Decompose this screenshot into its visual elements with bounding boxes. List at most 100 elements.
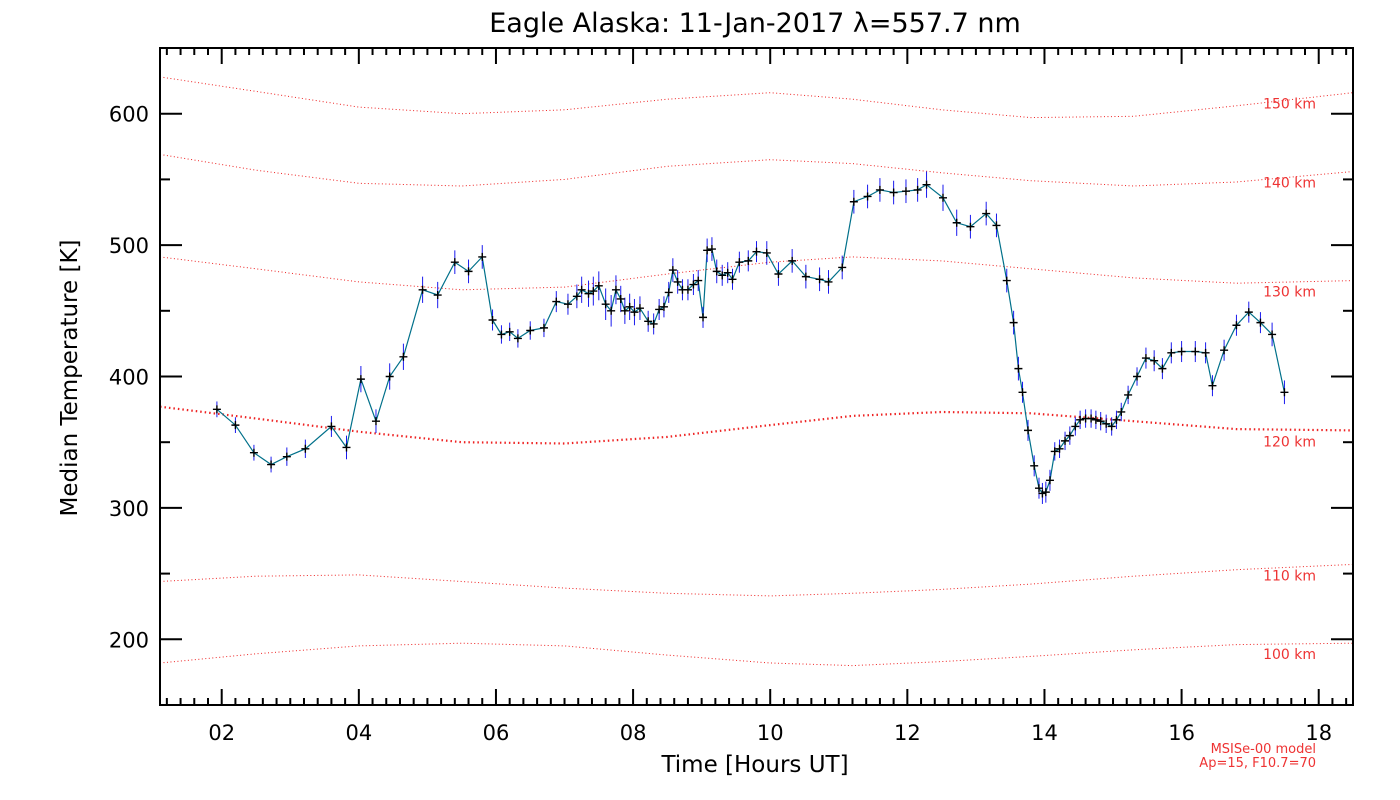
data-point [913, 185, 922, 194]
data-point [282, 452, 291, 461]
data-point [371, 417, 380, 426]
data-point [478, 252, 487, 261]
data-point [815, 275, 824, 284]
model-line-0 [159, 76, 1354, 119]
model-line-3 [159, 405, 1354, 445]
y-tick-label: 600 [109, 103, 149, 127]
data-point [689, 280, 698, 289]
data-point [356, 375, 365, 384]
data-point [327, 422, 336, 431]
data-point [774, 270, 783, 279]
data-point [1061, 436, 1070, 445]
data-point [1091, 415, 1100, 424]
model-line-2 [159, 256, 1354, 291]
data-point [464, 267, 473, 276]
data-point [1102, 419, 1111, 428]
data-point [712, 267, 721, 276]
data-point [922, 180, 931, 189]
data-point [1124, 390, 1133, 399]
data-point [601, 300, 610, 309]
data-point [1076, 415, 1085, 424]
data-point [824, 277, 833, 286]
data-point [644, 317, 653, 326]
data-point [762, 248, 771, 257]
axis-ticks: 02 04 06 08 10 12 14 16 18 200 300 400 500 600 [109, 47, 1353, 745]
plot-frame [159, 47, 1354, 706]
x-tick-label: 14 [1031, 721, 1058, 745]
x-tick-label: 02 [208, 721, 235, 745]
data-point [1014, 364, 1023, 373]
y-tick-label: 300 [109, 497, 149, 521]
data-point [723, 268, 732, 277]
data-point [385, 372, 394, 381]
data-point [1009, 318, 1018, 327]
model-line-1 [159, 153, 1354, 187]
series-line [216, 183, 1285, 495]
data-point [838, 263, 847, 272]
data-point [752, 247, 761, 256]
data-point [1244, 308, 1253, 317]
data-point [589, 287, 598, 296]
data-point [1034, 484, 1043, 493]
model-line-5 [159, 642, 1354, 667]
data-point [1096, 417, 1105, 426]
data-point [399, 352, 408, 361]
x-tick-label: 12 [894, 721, 921, 745]
y-tick-label: 500 [109, 234, 149, 258]
data-point [1232, 321, 1241, 330]
model-line-label: 140 km [1263, 176, 1316, 192]
x-tick-label: 04 [345, 721, 372, 745]
x-tick-label: 08 [620, 721, 647, 745]
data-point [875, 185, 884, 194]
data-point [212, 405, 221, 414]
data-point [1050, 447, 1059, 456]
data-point [497, 330, 506, 339]
data-point [526, 326, 535, 335]
data-point [231, 421, 240, 430]
data-point [718, 271, 727, 280]
data-point [433, 291, 442, 300]
data-point [938, 193, 947, 202]
data-point [889, 188, 898, 197]
x-tick-label: 06 [483, 721, 510, 745]
data-series [212, 171, 1289, 504]
data-point [673, 277, 682, 286]
data-point [668, 266, 677, 275]
data-point [1141, 354, 1150, 363]
data-point [1018, 388, 1027, 397]
data-point [649, 319, 658, 328]
data-point [992, 221, 1001, 230]
data-point [1256, 318, 1265, 327]
model-line-label: 120 km [1263, 434, 1316, 450]
x-tick-label: 10 [757, 721, 784, 745]
data-point [849, 197, 858, 206]
data-point [594, 281, 603, 290]
data-point [1045, 476, 1054, 485]
data-point [659, 302, 668, 311]
data-point [630, 308, 639, 317]
data-point [552, 297, 561, 306]
data-point [966, 222, 975, 231]
data-point [539, 323, 548, 332]
data-point [625, 302, 634, 311]
data-point [505, 327, 514, 336]
data-point [1150, 356, 1159, 365]
data-point [267, 460, 276, 469]
model-line-label: 130 km [1263, 285, 1316, 301]
data-point [664, 288, 673, 297]
data-point [1117, 407, 1126, 416]
data-point [703, 246, 712, 255]
data-point [1112, 415, 1121, 424]
data-point [584, 289, 593, 298]
data-point [488, 315, 497, 324]
y-axis-label: Median Temperature [K] [57, 240, 83, 517]
data-point [1087, 414, 1096, 423]
data-point [952, 218, 961, 227]
data-point [577, 285, 586, 294]
data-point [1208, 381, 1217, 390]
x-tick-label: 16 [1168, 721, 1195, 745]
data-point [513, 334, 522, 343]
data-point [1177, 347, 1186, 356]
data-point [616, 294, 625, 303]
data-point [744, 256, 753, 265]
